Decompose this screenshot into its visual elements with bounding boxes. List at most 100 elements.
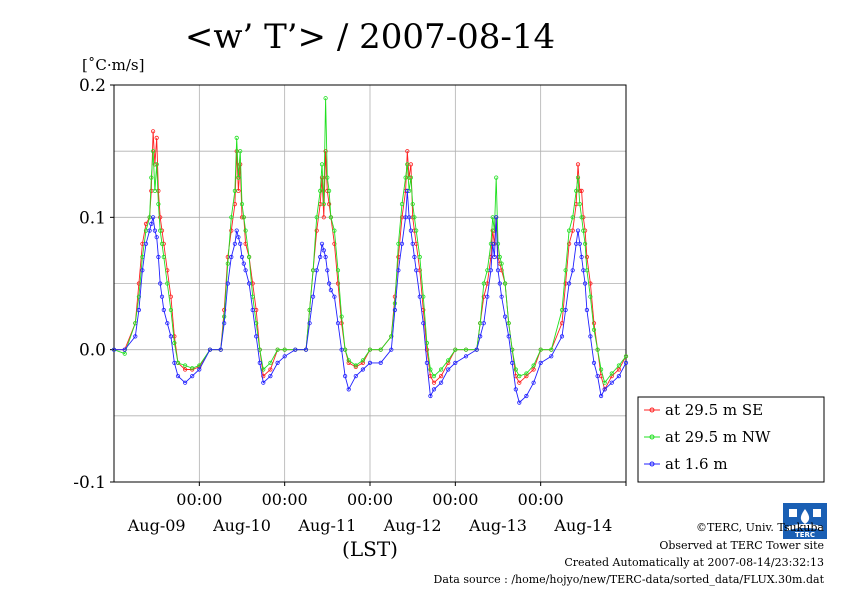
data-point (367, 360, 373, 365)
data-point (326, 281, 332, 286)
data-point (254, 334, 259, 339)
grid (114, 84, 626, 483)
data-point (506, 321, 511, 326)
data-point (367, 347, 373, 352)
data-point (591, 360, 597, 365)
data-point (563, 268, 568, 273)
data-point (339, 314, 344, 319)
data-point (154, 135, 159, 140)
data-point (591, 327, 597, 332)
x-tick-date: Aug-14 (553, 516, 612, 535)
data-point (598, 367, 604, 372)
x-tick-time: 00:00 (347, 490, 393, 509)
data-point (353, 373, 358, 379)
data-point (506, 334, 511, 339)
data-point (494, 175, 499, 180)
data-point (405, 188, 410, 193)
data-point (319, 175, 325, 180)
data-point (190, 366, 195, 371)
data-point (147, 228, 152, 233)
copyright-text: ©TERC, Univ. Tsukuba (695, 521, 824, 534)
data-point (531, 367, 536, 372)
data-point (303, 347, 309, 352)
data-point (232, 188, 237, 193)
data-point (151, 149, 156, 154)
data-point (339, 347, 344, 352)
data-point (431, 380, 437, 385)
data-point (319, 241, 325, 246)
data-point (405, 162, 410, 167)
data-point (136, 281, 141, 286)
data-point (335, 281, 341, 286)
data-point (446, 358, 451, 363)
data-point (207, 347, 213, 352)
data-point (282, 347, 287, 352)
data-point (183, 363, 188, 368)
data-point (310, 294, 316, 299)
y-tick-label: 0.1 (79, 208, 106, 228)
logo-text: TERC (795, 531, 815, 539)
data-point (438, 380, 444, 385)
x-ticks: 00:00 Aug-09 00:00 Aug-10 00:00 Aug-11 00:00 Au… (127, 482, 627, 535)
legend-label: at 29.5 m SE (665, 401, 763, 419)
data-point (463, 347, 469, 352)
data-point (143, 241, 149, 246)
data-point (360, 358, 365, 363)
x-tick-time: 00:00 (432, 490, 478, 509)
data-point (410, 241, 415, 246)
x-tick-time: 00:00 (262, 490, 308, 509)
data-point (323, 96, 328, 101)
chart-title: <w’ T’> / 2007-08-14 (185, 17, 555, 57)
data-point (140, 268, 145, 273)
data-point (616, 367, 622, 372)
data-point (159, 241, 165, 246)
data-point (326, 188, 332, 193)
data-point (250, 307, 255, 313)
data-point (156, 254, 161, 260)
data-point (474, 347, 479, 352)
data-point (328, 287, 333, 293)
data-point (574, 188, 579, 193)
data-point (517, 380, 522, 385)
data-point (478, 334, 483, 339)
data-point (318, 188, 323, 193)
data-point (152, 228, 157, 233)
y-tick-label: -0.1 (73, 473, 106, 493)
data-point (328, 215, 333, 220)
data-point (453, 347, 458, 352)
data-point (133, 334, 138, 339)
data-point (183, 380, 188, 385)
data-point (197, 367, 202, 372)
data-point (581, 228, 586, 233)
data-point (575, 175, 581, 180)
data-point (494, 215, 499, 220)
data-point (490, 241, 495, 246)
data-point (438, 373, 444, 379)
legend: at 29.5 m SE at 29.5 m NW at 1.6 m (637, 396, 825, 483)
data-point (247, 281, 252, 286)
data-point (602, 387, 607, 392)
data-point (549, 354, 554, 359)
data-point (234, 228, 239, 233)
data-point (405, 149, 410, 154)
data-point (241, 261, 246, 266)
data-point (325, 268, 330, 273)
data-point (154, 162, 159, 167)
x-axis-label: (LST) (342, 537, 398, 561)
data-point (616, 373, 622, 379)
data-point (152, 188, 157, 193)
data-point (360, 367, 365, 372)
data-point (609, 380, 614, 385)
data-point (410, 202, 415, 207)
data-point (378, 360, 383, 365)
data-point (149, 221, 154, 226)
data-point (346, 387, 351, 392)
data-point (566, 281, 572, 286)
data-point (399, 202, 405, 207)
data-point (318, 254, 323, 260)
data-point (314, 215, 319, 220)
data-point (346, 358, 351, 363)
data-point (616, 363, 622, 368)
data-point (421, 321, 426, 326)
data-point (111, 347, 117, 352)
